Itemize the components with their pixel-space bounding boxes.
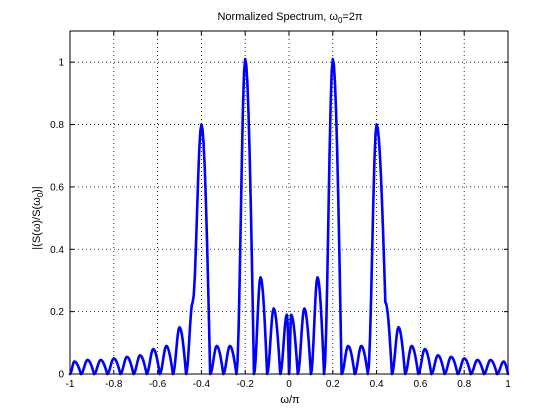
y-tick-label: 0 <box>58 370 64 381</box>
tick-marks <box>69 31 509 375</box>
x-tick-label: -0.4 <box>193 379 211 390</box>
chart-title-tail: =2π <box>342 11 363 23</box>
chart-title-main: Normalized Spectrum, ω <box>217 11 338 23</box>
y-tick-label: 0.6 <box>50 182 64 193</box>
x-tick-label: 0 <box>286 379 292 390</box>
y-tick-label: 1 <box>58 58 64 69</box>
y-tick-label: 0.8 <box>50 120 64 131</box>
x-tick-label: -0.8 <box>105 379 123 390</box>
x-tick-label: 0.8 <box>457 379 471 390</box>
x-tick-label: -1 <box>66 379 75 390</box>
grid-lines <box>70 31 508 374</box>
chart-title-subscript: 0 <box>338 16 343 25</box>
x-tick-label: -0.6 <box>149 379 167 390</box>
x-tick-label: 0.6 <box>413 379 427 390</box>
y-tick-label: 0.4 <box>50 245 64 256</box>
x-tick-label: 0.2 <box>326 379 340 390</box>
x-tick-labels: -1 -0.8 -0.6 -0.4 -0.2 0 0.2 0.4 0.6 0.8 1 <box>66 379 512 390</box>
y-axis-label-subscript: 0 <box>36 192 45 197</box>
y-axis-label: |(S(ω)/S(ω0)| <box>31 186 45 249</box>
chart-title: Normalized Spectrum, ω0=2π <box>217 11 362 25</box>
x-axis-label: ω/π <box>280 394 300 406</box>
x-tick-label: 0.4 <box>370 379 384 390</box>
x-tick-label: 1 <box>505 379 511 390</box>
y-tick-label: 0.2 <box>50 307 64 318</box>
y-axis-label-tail: )| <box>31 186 43 193</box>
y-tick-labels: 0 0.2 0.4 0.6 0.8 1 <box>50 58 64 381</box>
x-tick-label: -0.2 <box>237 379 255 390</box>
plot-area <box>70 31 508 374</box>
y-axis-label-main: |(S(ω)/S(ω <box>31 197 43 250</box>
